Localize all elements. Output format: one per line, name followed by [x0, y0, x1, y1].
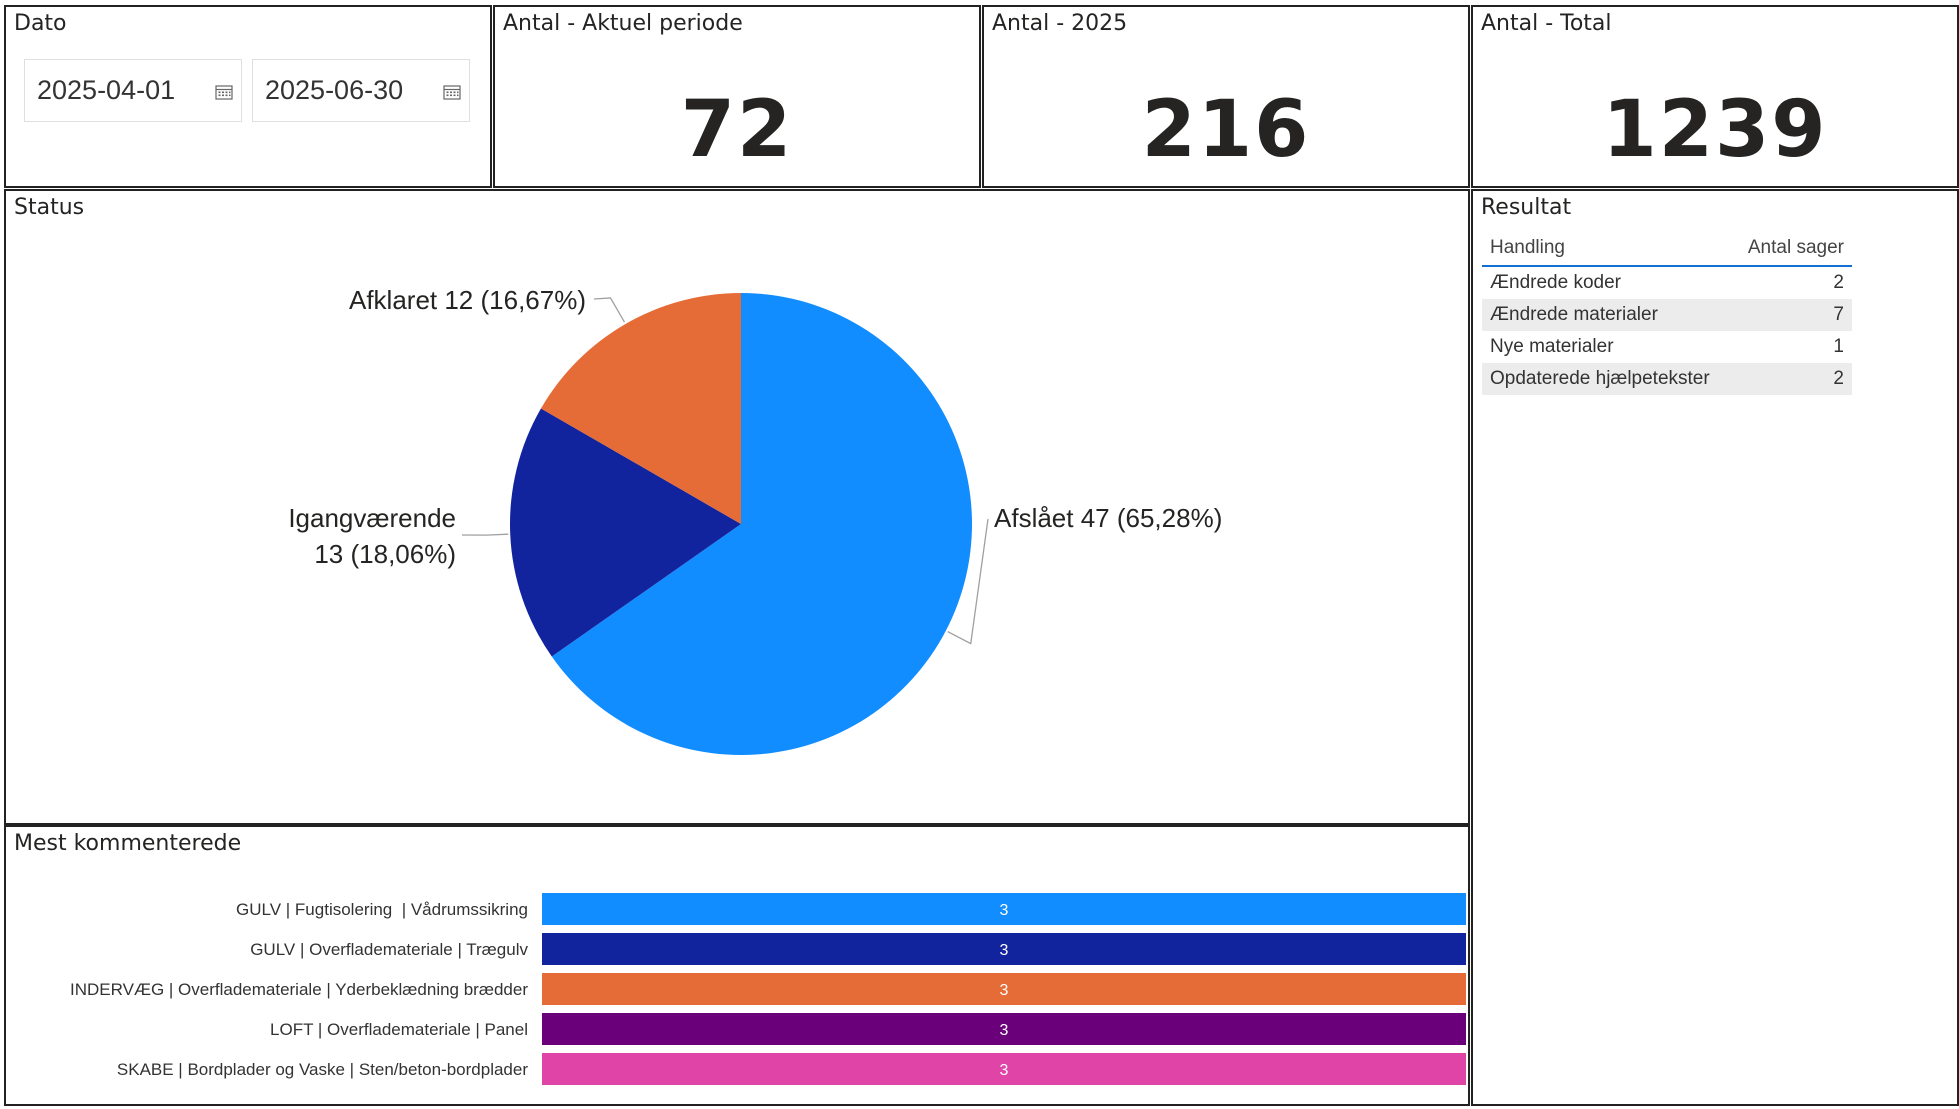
pie-label-afklaret: Afklaret 12 (16,67%) — [349, 285, 586, 315]
kpi-value: 1239 — [1602, 85, 1828, 175]
bar-category-label: INDERVÆG | Overflademateriale | Yderbekl… — [70, 980, 528, 999]
row-label: Ændrede koder — [1490, 272, 1621, 293]
pie-leader-line — [947, 518, 989, 645]
bar-value-label: 3 — [1000, 942, 1009, 959]
kpi-value: 216 — [1141, 85, 1311, 175]
pie-slice-afklaret[interactable] — [540, 293, 741, 524]
bar-category-label: LOFT | Overflademateriale | Panel — [270, 1020, 528, 1039]
column-header-handling[interactable]: Handling — [1490, 237, 1565, 258]
row-value: 2 — [1833, 272, 1844, 293]
row-label: Opdaterede hjælpetekster — [1490, 368, 1710, 389]
status-pie-chart: Afslået 47 (65,28%) Igangværende 13 (18,… — [288, 285, 1222, 755]
table-row: Opdaterede hjælpetekster 2 — [1482, 363, 1852, 395]
result-table: Handling Antal sager Ændrede koder 2 Ænd… — [1482, 231, 1852, 395]
date-from-value: 2025-04-01 — [37, 75, 176, 105]
result-panel-title: Resultat — [1481, 195, 1572, 220]
kpi-title: Antal - Total — [1481, 11, 1612, 36]
table-row: Ændrede materialer 7 — [1482, 299, 1852, 331]
pie-leader-line — [593, 297, 626, 323]
date-to-value: 2025-06-30 — [265, 75, 404, 105]
bar-category-label: GULV | Overflademateriale | Trægulv — [250, 940, 528, 959]
calendar-icon[interactable] — [215, 84, 233, 100]
pie-leader-line — [461, 533, 509, 536]
table-row: Ændrede koder 2 — [1482, 267, 1852, 299]
bar-value-label: 3 — [1000, 902, 1009, 919]
kpi-card-2025: Antal - 2025 216 — [982, 5, 1470, 188]
date-to-input[interactable]: 2025-06-30 — [252, 59, 470, 122]
pie-label-igangvaerende-line2: 13 (18,06%) — [314, 539, 456, 569]
pie-slice-afslaaet[interactable] — [551, 293, 972, 755]
pie-label-igangvaerende-line1: Igangværende — [288, 503, 456, 533]
bar[interactable] — [542, 973, 1466, 1005]
row-value: 2 — [1833, 368, 1844, 389]
date-from-input[interactable]: 2025-04-01 — [24, 59, 242, 122]
result-table-panel: Resultat Handling Antal sager Ændrede ko… — [1471, 189, 1959, 1106]
table-row: Nye materialer 1 — [1482, 331, 1852, 363]
bar-category-label: SKABE | Bordplader og Vaske | Sten/beton… — [117, 1060, 528, 1079]
bar[interactable] — [542, 933, 1466, 965]
date-panel-title: Dato — [14, 11, 67, 36]
most-commented-title: Mest kommenterede — [14, 831, 242, 856]
bar[interactable] — [542, 1013, 1466, 1045]
pie-slice-igangvaerende[interactable] — [510, 408, 741, 657]
column-header-antal-sager[interactable]: Antal sager — [1747, 237, 1844, 258]
calendar-icon[interactable] — [443, 84, 461, 100]
bar-category-label: GULV | Fugtisolering | Vådrumssikring — [236, 900, 528, 919]
kpi-card-current-period: Antal - Aktuel periode 72 — [493, 5, 981, 188]
status-pie-panel: Status Afslået 47 (65,28%) Igangværende … — [4, 189, 1470, 825]
bar-value-label: 3 — [1000, 1062, 1009, 1079]
most-commented-panel: Mest kommenterede GULV | Fugtisolering |… — [4, 825, 1470, 1106]
row-label: Ændrede materialer — [1490, 304, 1658, 325]
kpi-title: Antal - 2025 — [992, 11, 1128, 36]
kpi-title: Antal - Aktuel periode — [503, 11, 743, 36]
bar[interactable] — [542, 1053, 1466, 1085]
kpi-value: 72 — [680, 85, 794, 175]
pie-label-afslaaet: Afslået 47 (65,28%) — [994, 503, 1222, 533]
bar-value-label: 3 — [1000, 1022, 1009, 1039]
table-header: Handling Antal sager — [1482, 231, 1852, 267]
status-panel-title: Status — [14, 195, 85, 220]
row-label: Nye materialer — [1490, 336, 1614, 357]
row-value: 1 — [1833, 336, 1844, 357]
bar[interactable] — [542, 893, 1466, 925]
kpi-card-total: Antal - Total 1239 — [1471, 5, 1959, 188]
bar-value-label: 3 — [1000, 982, 1009, 999]
row-value: 7 — [1833, 304, 1844, 325]
most-commented-bar-chart: GULV | Fugtisolering | Vådrumssikring 3 GU… — [70, 893, 1466, 1085]
date-slicer-panel: Dato 2025-04-01 2025-06-30 — [4, 5, 492, 188]
